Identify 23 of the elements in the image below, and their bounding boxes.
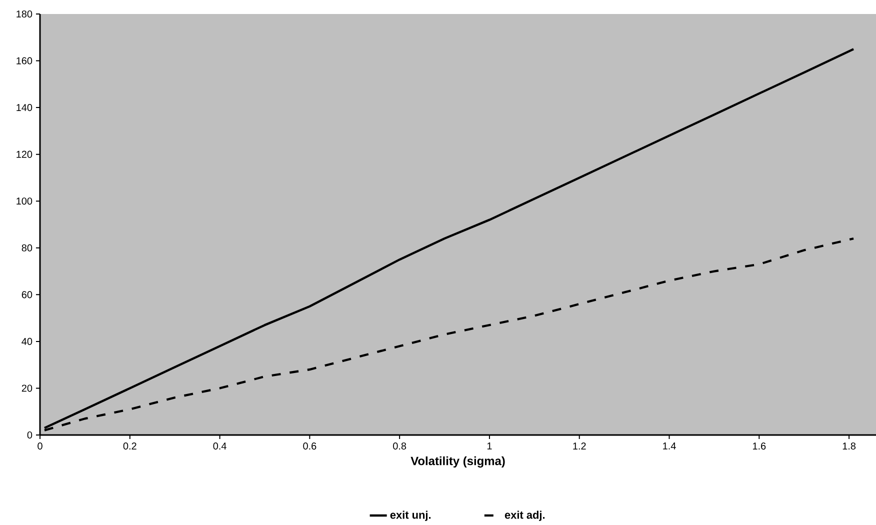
x-tick-label: 1.6 bbox=[752, 442, 766, 450]
x-tick-label: 0.6 bbox=[303, 442, 316, 450]
legend-label: exit adj. bbox=[504, 510, 545, 521]
x-tick-label: 1 bbox=[487, 442, 492, 450]
y-tick-label: 180 bbox=[16, 10, 32, 18]
x-tick-label: 1.4 bbox=[663, 442, 676, 450]
y-tick-label: 100 bbox=[16, 198, 32, 205]
x-axis-title: Volatility (sigma) bbox=[410, 456, 505, 468]
x-tick-label: 1.2 bbox=[573, 442, 586, 450]
y-tick-label: 120 bbox=[16, 150, 32, 158]
legend-label: exit unj. bbox=[390, 510, 431, 521]
y-tick-label: 0 bbox=[27, 431, 32, 439]
x-tick-label: 1.8 bbox=[842, 442, 856, 450]
x-tick-label: 0.2 bbox=[123, 442, 136, 450]
y-tick-label: 140 bbox=[16, 104, 32, 112]
y-tick-label: 20 bbox=[22, 384, 32, 392]
y-tick-label: 160 bbox=[16, 57, 32, 64]
x-tick-label: 0.8 bbox=[393, 442, 406, 450]
y-tick-label: 40 bbox=[22, 338, 32, 345]
y-tick-label: 60 bbox=[22, 291, 32, 298]
x-tick-label: 0.4 bbox=[213, 442, 226, 450]
x-tick-label: 0 bbox=[38, 442, 42, 450]
y-tick-label: 80 bbox=[22, 244, 32, 252]
